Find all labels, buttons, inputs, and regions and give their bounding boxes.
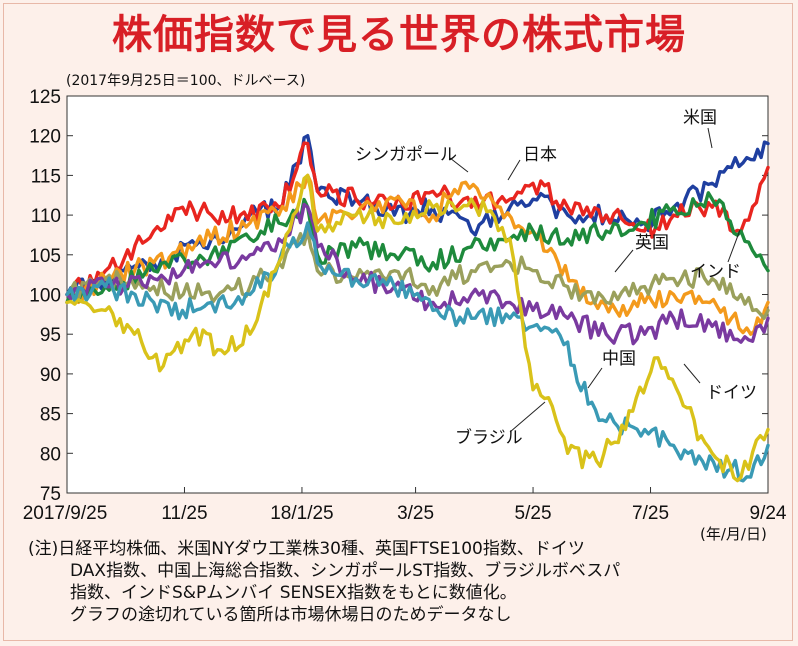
series-label-leader [614, 249, 634, 273]
series-line [65, 229, 770, 320]
notes: (注)日経平均株価、米国NYダウ工業株30種、英国FTSE100指数、ドイツ D… [28, 538, 788, 626]
series-line [65, 141, 770, 297]
y-tick-label: 105 [29, 246, 61, 267]
series-label: 米国 [683, 108, 717, 128]
series-label-leader [727, 229, 741, 263]
series-label-leader [509, 401, 546, 433]
series-label-leader [587, 367, 603, 389]
series-label: ドイツ [706, 383, 757, 403]
series-label: シンガポール [355, 145, 457, 165]
note-line: DAX指数、中国上海総合指数、シンガポールST指数、ブラジルボベスパ [70, 561, 621, 581]
y-tick-label: 90 [40, 365, 61, 386]
series-label-leader [507, 159, 521, 181]
y-tick-label: 100 [29, 286, 61, 307]
series-label-leader [683, 363, 701, 384]
y-tick-label: 115 [31, 166, 61, 187]
series-label-leader [449, 157, 469, 173]
series-label: 日本 [523, 145, 557, 165]
series-line [65, 221, 770, 483]
x-tick-label: 11/25 [161, 503, 207, 524]
chart-subtitle: (2017年9月25日＝100、ドルベース) [66, 73, 306, 89]
y-tick-label: 110 [31, 206, 61, 227]
y-tick-label: 80 [40, 444, 61, 465]
x-tick-label: 2017/9/25 [23, 503, 108, 524]
note-line: (注)日経平均株価、米国NYダウ工業株30種、英国FTSE100指数、ドイツ [28, 539, 585, 559]
chart-frame [3, 3, 793, 641]
x-tick-label: 18/1/25 [270, 503, 333, 524]
x-tick-label: 5/25 [515, 503, 552, 524]
y-tick-label: 75 [40, 484, 61, 505]
y-tick-label: 95 [40, 325, 61, 346]
note-line: 指数、インドS&Pムンバイ SENSEX指数をもとに数値化。 [70, 583, 517, 603]
series-label: 中国 [602, 349, 636, 369]
series-label: 英国 [635, 233, 669, 253]
x-tick-label: 3/25 [397, 503, 434, 524]
series-label: ブラジル [455, 427, 523, 448]
series-line [65, 191, 770, 305]
y-tick-label: 85 [40, 405, 61, 426]
chart-title: 株価指数で見る世界の株式市場 [112, 12, 686, 58]
x-tick-label: 7/25 [632, 503, 669, 524]
x-axis-unit-label: (年/月/日) [700, 525, 767, 543]
series-line [65, 202, 770, 346]
y-tick-label: 120 [29, 127, 61, 148]
y-tick-label: 125 [29, 87, 61, 108]
series-label: インド [690, 262, 741, 282]
x-tick-label: 9/24 [750, 503, 787, 524]
series-label-leader [707, 127, 713, 149]
series-line [65, 173, 770, 483]
note-line: グラフの途切れている箇所は市場休場日のためデータなし [70, 605, 512, 625]
